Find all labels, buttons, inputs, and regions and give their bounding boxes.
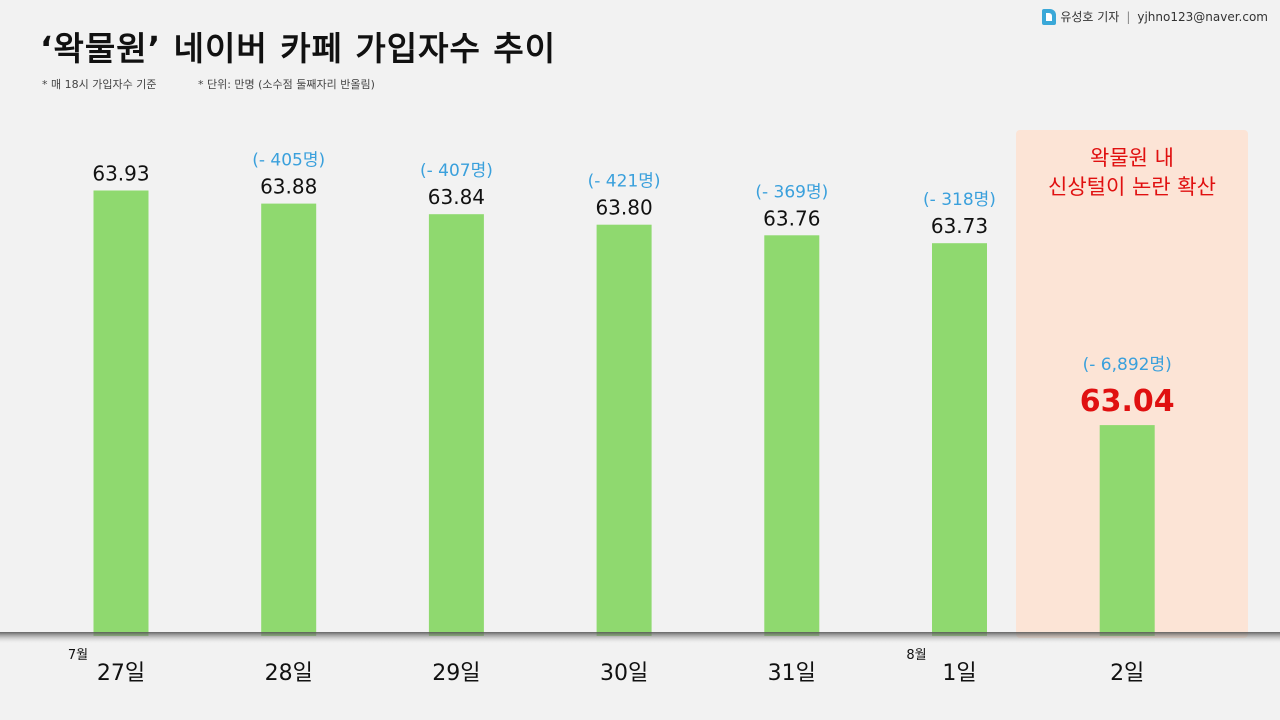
- diff-label-1: (- 405명): [252, 151, 325, 171]
- value-label-6: 63.04: [1080, 384, 1175, 419]
- value-label-5: 63.73: [931, 214, 988, 238]
- credit-separator: |: [1126, 9, 1131, 24]
- value-label-4: 63.76: [763, 206, 820, 230]
- category-label-5: 1일: [942, 661, 976, 686]
- chart-title: ‘왁물원’ 네이버 카페 가입자수 추이: [40, 29, 557, 68]
- category-label-3: 30일: [600, 661, 648, 686]
- diff-label-6: (- 6,892명): [1083, 355, 1172, 375]
- value-label-0: 63.93: [92, 161, 149, 185]
- category-label-0: 27일: [97, 661, 145, 686]
- category-label-2: 29일: [432, 661, 480, 686]
- diff-label-5: (- 318명): [923, 190, 996, 210]
- bar-3: [596, 224, 652, 636]
- note-basis: * 매 18시 가입자수 기준: [42, 78, 157, 91]
- bar-6: [1099, 425, 1155, 636]
- value-label-3: 63.80: [595, 196, 652, 220]
- month-label-0: 7월: [68, 648, 88, 663]
- bar-4: [764, 235, 820, 637]
- month-label-5: 8월: [906, 648, 926, 663]
- reporter-email: yjhno123@naver.com: [1137, 9, 1268, 24]
- annotation-line-1: 왁물원 내: [1090, 146, 1174, 170]
- category-label-6: 2일: [1110, 661, 1144, 686]
- category-label-4: 31일: [768, 661, 816, 686]
- bar-2: [428, 214, 484, 636]
- highlight-annotation: 왁물원 내 신상털이 논란 확산: [1016, 144, 1248, 202]
- reporter-credit: 유성호 기자 | yjhno123@naver.com: [1042, 8, 1268, 25]
- reporter-name: 유성호 기자: [1060, 10, 1120, 24]
- bar-1: [261, 203, 317, 636]
- note-unit: * 단위: 만명 (소수점 둘째자리 반올림): [197, 78, 375, 91]
- news-logo-icon: [1042, 8, 1057, 25]
- value-label-2: 63.84: [428, 185, 485, 209]
- bar-5: [932, 243, 987, 636]
- x-axis-baseline: [0, 632, 1280, 644]
- diff-label-4: (- 369명): [755, 182, 828, 202]
- value-label-1: 63.88: [260, 175, 317, 199]
- diff-label-3: (- 421명): [588, 172, 661, 192]
- annotation-line-2: 신상털이 논란 확산: [1048, 175, 1216, 199]
- diff-label-2: (- 407명): [420, 161, 493, 181]
- chart-notes: * 매 18시 가입자수 기준 * 단위: 만명 (소수점 둘째자리 반올림): [42, 76, 413, 92]
- bar-0: [93, 190, 149, 636]
- category-label-1: 28일: [265, 661, 313, 686]
